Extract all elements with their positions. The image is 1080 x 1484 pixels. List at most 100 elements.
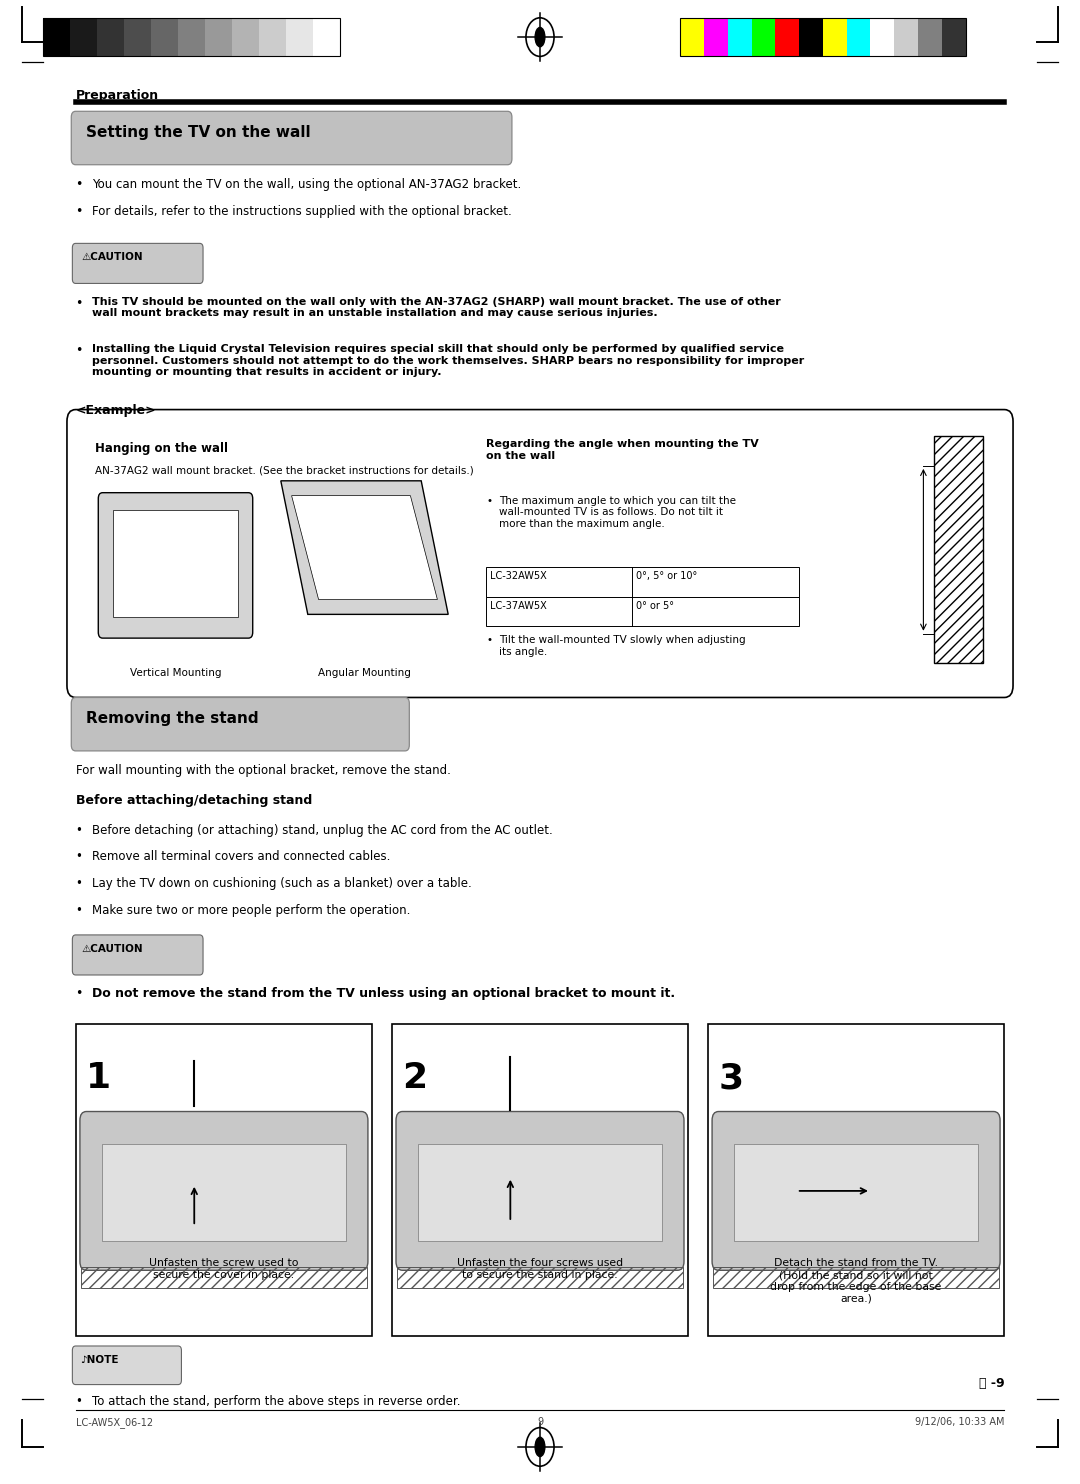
FancyBboxPatch shape	[712, 1112, 1000, 1270]
Text: 0° or 5°: 0° or 5°	[636, 601, 674, 611]
Text: •: •	[76, 205, 83, 218]
Bar	[418, 1144, 662, 1241]
Bar	[178, 18, 205, 56]
Polygon shape	[292, 496, 437, 600]
Text: Before attaching/detaching stand: Before attaching/detaching stand	[76, 794, 312, 807]
Text: •: •	[76, 297, 83, 310]
Text: •: •	[76, 904, 82, 917]
Bar	[942, 18, 966, 56]
Bar	[486, 567, 799, 597]
Bar	[205, 18, 232, 56]
Text: ⓔ -9: ⓔ -9	[978, 1377, 1004, 1391]
Text: LC-AW5X_06-12: LC-AW5X_06-12	[76, 1417, 152, 1428]
Bar	[894, 18, 918, 56]
Text: •: •	[76, 850, 82, 864]
FancyBboxPatch shape	[80, 1112, 368, 1270]
Text: Remove all terminal covers and connected cables.: Remove all terminal covers and connected…	[92, 850, 390, 864]
Text: 9/12/06, 10:33 AM: 9/12/06, 10:33 AM	[915, 1417, 1004, 1428]
Bar	[76, 1024, 373, 1336]
Bar	[934, 436, 983, 663]
Text: 9: 9	[537, 1417, 543, 1428]
Text: Setting the TV on the wall: Setting the TV on the wall	[86, 125, 311, 139]
Ellipse shape	[536, 28, 545, 46]
Text: ♪NOTE: ♪NOTE	[80, 1355, 119, 1365]
Text: For details, refer to the instructions supplied with the optional bracket.: For details, refer to the instructions s…	[92, 205, 512, 218]
Bar	[97, 18, 124, 56]
Text: Angular Mounting: Angular Mounting	[319, 668, 410, 678]
Bar	[713, 1267, 999, 1288]
Bar	[70, 18, 97, 56]
Bar	[259, 18, 286, 56]
Bar	[313, 18, 340, 56]
Text: LC-37AW5X: LC-37AW5X	[490, 601, 548, 611]
Ellipse shape	[536, 1437, 545, 1456]
Text: Make sure two or more people perform the operation.: Make sure two or more people perform the…	[92, 904, 410, 917]
Bar	[870, 18, 894, 56]
Text: For wall mounting with the optional bracket, remove the stand.: For wall mounting with the optional brac…	[76, 764, 450, 778]
Polygon shape	[281, 481, 448, 614]
Text: To attach the stand, perform the above steps in reverse order.: To attach the stand, perform the above s…	[92, 1395, 460, 1408]
Bar	[392, 1024, 688, 1336]
Text: 3: 3	[718, 1061, 744, 1095]
Bar	[151, 18, 178, 56]
Bar	[81, 1267, 367, 1288]
Text: Tilt the wall-mounted TV slowly when adjusting
its angle.: Tilt the wall-mounted TV slowly when adj…	[499, 635, 745, 657]
Text: 0°, 5° or 10°: 0°, 5° or 10°	[636, 571, 698, 582]
Text: LC-32AW5X: LC-32AW5X	[490, 571, 548, 582]
Text: Hanging on the wall: Hanging on the wall	[95, 442, 228, 456]
Text: Do not remove the stand from the TV unless using an optional bracket to mount it: Do not remove the stand from the TV unle…	[92, 987, 675, 1000]
Text: ⚠CAUTION: ⚠CAUTION	[81, 944, 143, 954]
Text: •: •	[76, 344, 83, 358]
FancyBboxPatch shape	[396, 1112, 684, 1270]
Text: •: •	[76, 824, 82, 837]
Bar	[43, 18, 340, 56]
Text: Preparation: Preparation	[76, 89, 159, 102]
Bar	[124, 18, 151, 56]
FancyBboxPatch shape	[71, 697, 409, 751]
Bar	[847, 18, 870, 56]
Bar	[799, 18, 823, 56]
Bar	[918, 18, 942, 56]
Bar	[232, 18, 259, 56]
FancyBboxPatch shape	[98, 493, 253, 638]
Bar	[733, 1144, 978, 1241]
Text: This TV should be mounted on the wall only with the AN-37AG2 (SHARP) wall mount : This TV should be mounted on the wall on…	[92, 297, 781, 319]
FancyBboxPatch shape	[71, 111, 512, 165]
Bar	[823, 18, 847, 56]
Text: •: •	[76, 178, 83, 191]
Bar	[704, 18, 728, 56]
Text: •: •	[76, 877, 82, 890]
Text: Vertical Mounting: Vertical Mounting	[130, 668, 221, 678]
Text: Regarding the angle when mounting the TV
on the wall: Regarding the angle when mounting the TV…	[486, 439, 759, 462]
Bar	[707, 1024, 1004, 1336]
Text: Unfasten the screw used to
secure the cover in place.: Unfasten the screw used to secure the co…	[149, 1258, 299, 1281]
Bar	[286, 18, 313, 56]
Text: The maximum angle to which you can tilt the
wall-mounted TV is as follows. Do no: The maximum angle to which you can tilt …	[499, 496, 735, 528]
Bar	[728, 18, 752, 56]
Text: Before detaching (or attaching) stand, unplug the AC cord from the AC outlet.: Before detaching (or attaching) stand, u…	[92, 824, 553, 837]
Text: •: •	[76, 1395, 82, 1408]
FancyBboxPatch shape	[72, 935, 203, 975]
Bar	[486, 597, 799, 626]
FancyBboxPatch shape	[67, 410, 1013, 697]
Bar	[680, 18, 704, 56]
Text: Detach the stand from the TV.
(Hold the stand so it will not
drop from the edge : Detach the stand from the TV. (Hold the …	[770, 1258, 942, 1303]
Text: •: •	[76, 987, 83, 1000]
Text: Installing the Liquid Crystal Television requires special skill that should only: Installing the Liquid Crystal Television…	[92, 344, 804, 377]
Bar	[397, 1267, 683, 1288]
FancyBboxPatch shape	[72, 1346, 181, 1385]
Text: •: •	[486, 635, 492, 646]
Text: Unfasten the four screws used
to secure the stand in place.: Unfasten the four screws used to secure …	[457, 1258, 623, 1281]
Bar	[752, 18, 775, 56]
Text: You can mount the TV on the wall, using the optional AN-37AG2 bracket.: You can mount the TV on the wall, using …	[92, 178, 521, 191]
Text: •: •	[486, 496, 492, 506]
Bar	[775, 18, 799, 56]
Bar	[43, 18, 70, 56]
Bar	[680, 18, 966, 56]
Text: Lay the TV down on cushioning (such as a blanket) over a table.: Lay the TV down on cushioning (such as a…	[92, 877, 472, 890]
Text: AN-37AG2 wall mount bracket. (See the bracket instructions for details.): AN-37AG2 wall mount bracket. (See the br…	[95, 466, 474, 476]
Text: Removing the stand: Removing the stand	[86, 711, 259, 726]
Bar	[102, 1144, 347, 1241]
Bar	[113, 510, 238, 617]
Text: ⚠CAUTION: ⚠CAUTION	[81, 252, 143, 263]
